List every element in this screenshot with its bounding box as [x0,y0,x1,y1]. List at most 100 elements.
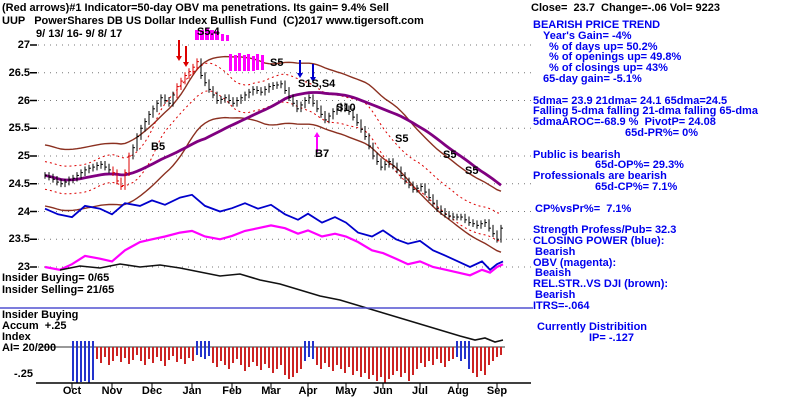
analysis-line: Falling 5-dma falling 21-dma falling 65-… [533,105,758,118]
x-axis-label: Mar [261,385,281,397]
new-high-marker [200,30,204,40]
analysis-line [533,85,799,96]
analysis-panel: BEARISH PRICE TREND Year's Gain= -4%% of … [533,20,799,344]
x-axis-label: Feb [222,385,242,397]
new-high-marker [215,31,219,40]
x-axis-label: Jun [373,385,393,397]
x-axis-label: Oct [62,385,82,397]
analysis-line: Strength Profess/Pub= 32.3 [533,224,677,237]
indicator-title: (Red arrows)#1 Indicator=50-day OBV ma p… [2,2,389,14]
lower-band-line [44,116,502,253]
y-axis-label: 23 [17,261,30,273]
ai-ratio-label: AI= 20/200 [2,342,57,354]
signal-arrow-head [314,132,320,137]
x-axis-label: Nov [101,385,123,397]
new-high-marker [210,30,214,40]
analysis-line: 65-day gain= -5.1% [543,72,642,85]
signal-label: B5 [151,141,166,153]
new-high-marker [238,53,241,71]
analysis-line: Currently Distribition [537,321,648,334]
signal-label: S5.4 [197,26,220,38]
x-axis-label: May [335,385,357,397]
analysis-line: % of closings up= 43% [549,62,668,75]
analysis-line: Bearish [535,245,576,258]
y-axis-label: 25.5 [8,122,30,135]
analysis-line: BEARISH PRICE TREND [533,19,661,31]
insider-selling-ratio: Insider Selling= 21/65 [2,284,115,296]
signal-arrow-head [310,77,316,82]
relative-strength-line [59,263,504,343]
new-high-marker [243,55,246,71]
accum-plus-label: Accum +.25 [2,320,67,332]
y-axis-label: 23.5 [8,233,30,246]
y-axis-label: 24 [17,205,30,218]
y-axis-label: 25 [17,150,30,162]
analysis-line: CLOSING POWER (blue): [533,234,665,247]
index-label: Index [2,331,31,343]
analysis-line: 65d-OP%= 29.3% [595,159,684,172]
new-high-marker [261,55,264,70]
x-axis-label: Dec [141,385,163,397]
y-axis-label: 27 [17,39,30,51]
analysis-line [533,139,799,150]
analysis-line: Beaish [535,267,572,280]
analysis-line: OBV (magenta): [533,256,617,269]
x-axis-label: Apr [298,385,318,397]
new-high-marker [205,28,209,40]
analysis-line: ITRS=-.064 [533,299,590,312]
new-high-marker [256,54,259,70]
analysis-line: % of days up= 50.2% [549,40,658,53]
upper-ma-dotted [44,62,502,215]
analysis-line: 5dma= 23.9 21dma= 24.1 65dma=24.5 [533,94,728,107]
new-high-marker [221,34,224,41]
signal-label: S5 [465,165,479,177]
y-axis-label: 26.5 [8,66,30,79]
analysis-line: Bearish [535,288,576,301]
analysis-line: Year's Gain= -4% [543,29,632,42]
new-high-marker [229,54,232,71]
signal-label: B7 [315,148,330,160]
analysis-line: Professionals are bearish [533,170,667,183]
x-axis-label: Jul [412,385,428,397]
signal-arrow-head [297,73,303,78]
analysis-line: IP= -.127 [589,332,634,345]
y-axis-label: 26 [17,94,30,107]
fund-title: UUP PowerShares DB US Dollar Index Bulli… [2,15,424,27]
analysis-line: CP%vsPr%= 7.1% [535,202,632,215]
x-axis-label: Sep [486,385,508,397]
new-high-marker [247,54,250,71]
analysis-line: 65d-PR%= 0% [625,126,699,139]
date-range: 9/ 13/ 16- 9/ 8/ 17 [36,28,123,40]
new-high-marker [195,30,199,40]
minus-25-label: -.25 [14,368,33,380]
65dma-line [44,91,502,187]
analysis-line [533,193,799,204]
lower-ma-dotted [44,90,502,242]
insider-buying-title: Insider Buying [2,309,79,321]
signal-label: S5 [443,149,457,161]
signal-arrow-head [183,62,189,67]
analysis-line: REL.STR..VS DJI (brown): [533,278,669,291]
analysis-line: Public is bearish [533,148,621,161]
signal-label: S10 [336,102,356,114]
upper-band-line [44,55,502,192]
insider-buying-ratio: Insider Buying= 0/65 [2,272,110,284]
closing-power-line [44,193,504,272]
signal-label: S5 [395,133,409,145]
y-axis-label: 24.5 [8,177,30,190]
quote-summary: Close= 23.7 Change=-.06 Vol= 9223 [531,2,721,14]
new-high-marker [234,55,237,71]
x-axis-label: Jan [182,385,202,397]
signal-label: S5 [270,57,284,69]
new-high-marker [226,35,229,41]
signal-label: S1S,S4 [298,78,336,90]
analysis-line: % of openings up= 49.8% [549,51,682,64]
analysis-line: 65d-CP%= 7.1% [595,180,678,193]
x-axis-label: Aug [447,385,469,397]
analysis-line: 5dmaAROC=-68.9 % PivotP= 24.08 [533,116,716,129]
new-high-marker [252,56,255,71]
signal-arrow-head [176,56,182,61]
obv-line [44,224,504,277]
